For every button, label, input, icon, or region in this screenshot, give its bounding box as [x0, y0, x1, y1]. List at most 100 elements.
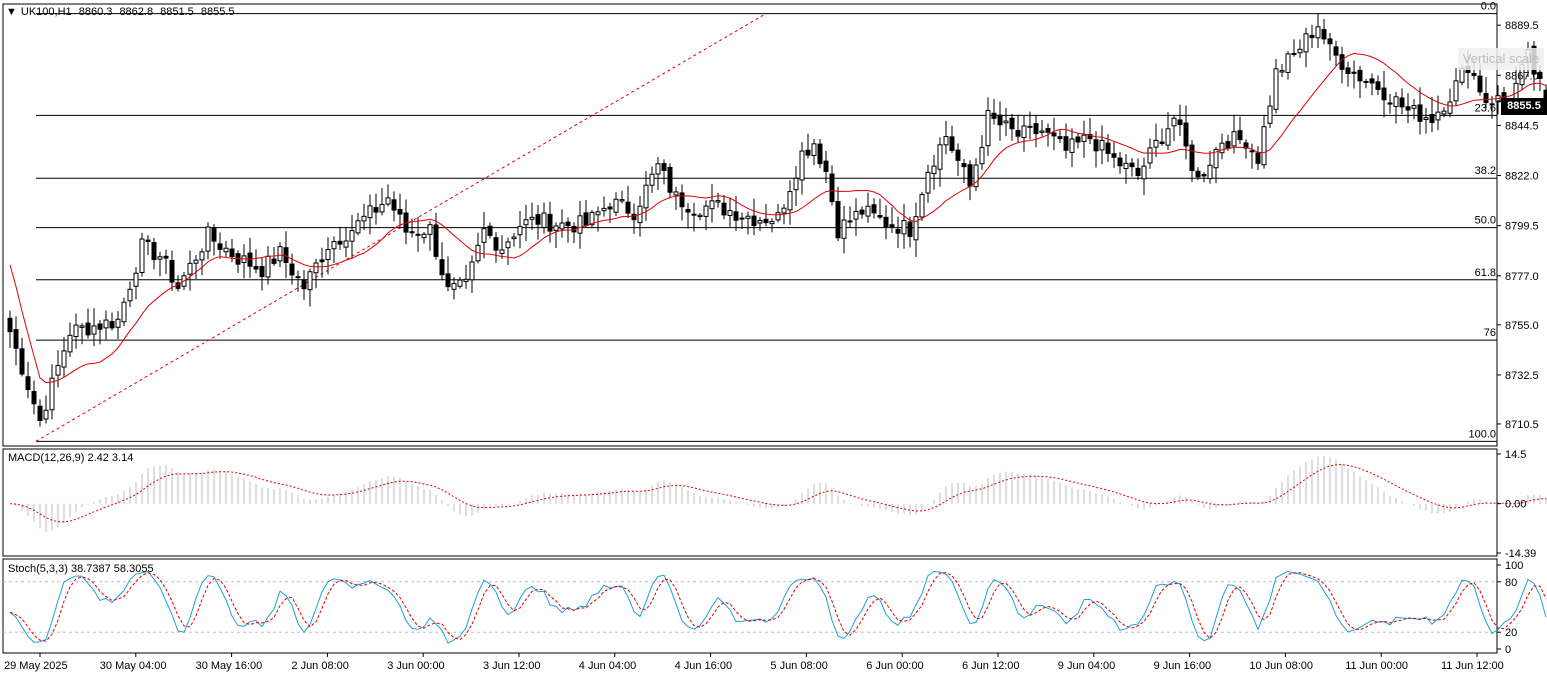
candle-body [1399, 97, 1405, 108]
panel-frame [2, 3, 1498, 447]
macd-axis-label: 14.5 [1505, 449, 1526, 461]
time-axis-label: 6 Jun 00:00 [866, 660, 924, 672]
fib-level-label: 61.8 [1475, 267, 1496, 279]
candle-body [199, 251, 205, 261]
candle-body [565, 221, 571, 227]
time-axis-label: 2 Jun 08:00 [291, 660, 349, 672]
time-axis-label: 4 Jun 04:00 [579, 660, 637, 672]
candle-body [1123, 162, 1129, 170]
candle-body [331, 241, 337, 250]
candle-body [1189, 144, 1195, 172]
candle-body [1045, 128, 1051, 133]
candle-body [19, 348, 25, 375]
candle-body [703, 205, 709, 217]
time-axis-label: 11 Jun 00:00 [1345, 660, 1408, 672]
candle-body [769, 221, 775, 225]
candle-body [295, 276, 301, 279]
candle-body [547, 213, 553, 232]
candle-body [1129, 162, 1135, 168]
candle-body [1315, 26, 1321, 39]
candle-body [325, 249, 331, 261]
macd-signal-line [9, 464, 1547, 523]
candle-body [31, 390, 37, 405]
axes: 8889.5 8867.0 8844.5 8822.0 8799.5 8777.0 8755… [4, 20, 1539, 672]
candle-body [775, 212, 781, 221]
candle-body [781, 207, 787, 214]
time-axis-label: 3 Jun 00:00 [387, 660, 445, 672]
candle-body [397, 208, 403, 215]
candle-body [229, 248, 235, 258]
stoch-main-line [9, 570, 1547, 644]
candle-body [1243, 142, 1249, 149]
candle-body [187, 262, 193, 275]
ohlc-close: 8855.5 [200, 6, 235, 18]
candle-body [385, 197, 391, 205]
candle-body [115, 318, 121, 328]
candle-body [1087, 134, 1093, 140]
panel-frames [2, 3, 1498, 654]
candle-body [865, 205, 871, 217]
macd-panel [9, 456, 1547, 532]
candle-body [493, 237, 499, 251]
candle-body [319, 259, 325, 263]
candle-body [1453, 80, 1459, 102]
candle-body [919, 193, 925, 218]
symbol-header[interactable]: ▼ UK100,H1 8860.3 8862.8 8851.5 8855.5 [6, 6, 239, 18]
stoch-signal-line [9, 572, 1547, 642]
fib-level-label: 38.2 [1475, 165, 1496, 177]
candle-body [1489, 103, 1495, 106]
candle-body [103, 319, 109, 329]
candle-body [625, 201, 631, 214]
candle-body [511, 236, 517, 240]
candle-body [361, 215, 367, 222]
candle-body [979, 146, 985, 165]
fibonacci-retracement[interactable]: 0.0 23.6 38.2 50.0 61.8 76 100.0 [36, 1, 1497, 442]
candle-body [1351, 71, 1357, 74]
collapse-triangle-icon[interactable]: ▼ [6, 6, 17, 18]
fib-level-label: 0.0 [1481, 1, 1496, 13]
candle-body [985, 110, 991, 147]
candle-body [673, 191, 679, 196]
candle-body [421, 233, 427, 239]
candle-body [55, 365, 61, 376]
candle-body [307, 271, 313, 291]
candle-body [253, 266, 259, 270]
candle-body [925, 171, 931, 194]
candle-body [1333, 46, 1339, 56]
candle-body [1303, 33, 1309, 53]
last-price-badge: 8855.5 [1501, 98, 1547, 115]
candle-body [373, 207, 379, 213]
stoch-axis-label: 20 [1505, 627, 1517, 639]
candle-body [313, 262, 319, 274]
candle-body [685, 208, 691, 213]
candle-body [169, 260, 175, 283]
candle-body [589, 211, 595, 226]
candle-body [139, 238, 145, 274]
candle-body [715, 200, 721, 203]
candle-body [631, 213, 637, 221]
candle-body [1417, 104, 1423, 122]
candle-body [1429, 114, 1435, 124]
candle-body [517, 225, 523, 236]
candle-body [661, 163, 667, 171]
candle-body [67, 334, 73, 353]
candle-body [463, 278, 469, 282]
candle-body [1225, 141, 1231, 149]
candle-body [1051, 132, 1057, 137]
candle-body [991, 112, 997, 119]
macd-axis-label: 0.00 [1505, 499, 1526, 511]
candle-body [841, 219, 847, 239]
candle-body [1357, 69, 1363, 82]
candle-body [43, 409, 49, 420]
time-axis-label: 5 Jun 08:00 [770, 660, 828, 672]
candle-body [913, 216, 919, 241]
candle-body [1015, 130, 1021, 137]
candle-body [223, 247, 229, 253]
candle-body [1141, 165, 1147, 180]
candle-body [853, 210, 859, 220]
candle-body [1111, 153, 1117, 158]
candle-body [829, 173, 835, 203]
candle-body [823, 160, 829, 172]
